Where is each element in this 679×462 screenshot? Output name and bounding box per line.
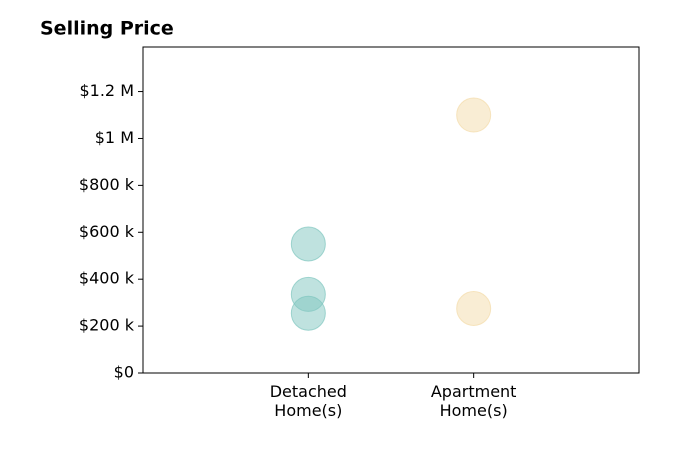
x-tick-label: Apartment Home(s) — [430, 382, 517, 420]
plot-frame — [142, 46, 640, 374]
y-tick-label: $200 k — [79, 316, 135, 335]
y-tick-label: $1 M — [95, 128, 134, 147]
point — [456, 97, 492, 133]
point — [290, 295, 326, 331]
y-tick-label: $1.2 M — [79, 81, 134, 100]
x-tick-label: Detached Home(s) — [269, 382, 347, 420]
y-tick-label: $800 k — [79, 175, 135, 194]
chart-title: Selling Price — [40, 18, 174, 40]
y-tick-label: $0 — [114, 363, 134, 382]
y-tick-label: $400 k — [79, 269, 135, 288]
point — [290, 226, 326, 262]
point — [456, 291, 492, 327]
y-tick-label: $600 k — [79, 222, 135, 241]
